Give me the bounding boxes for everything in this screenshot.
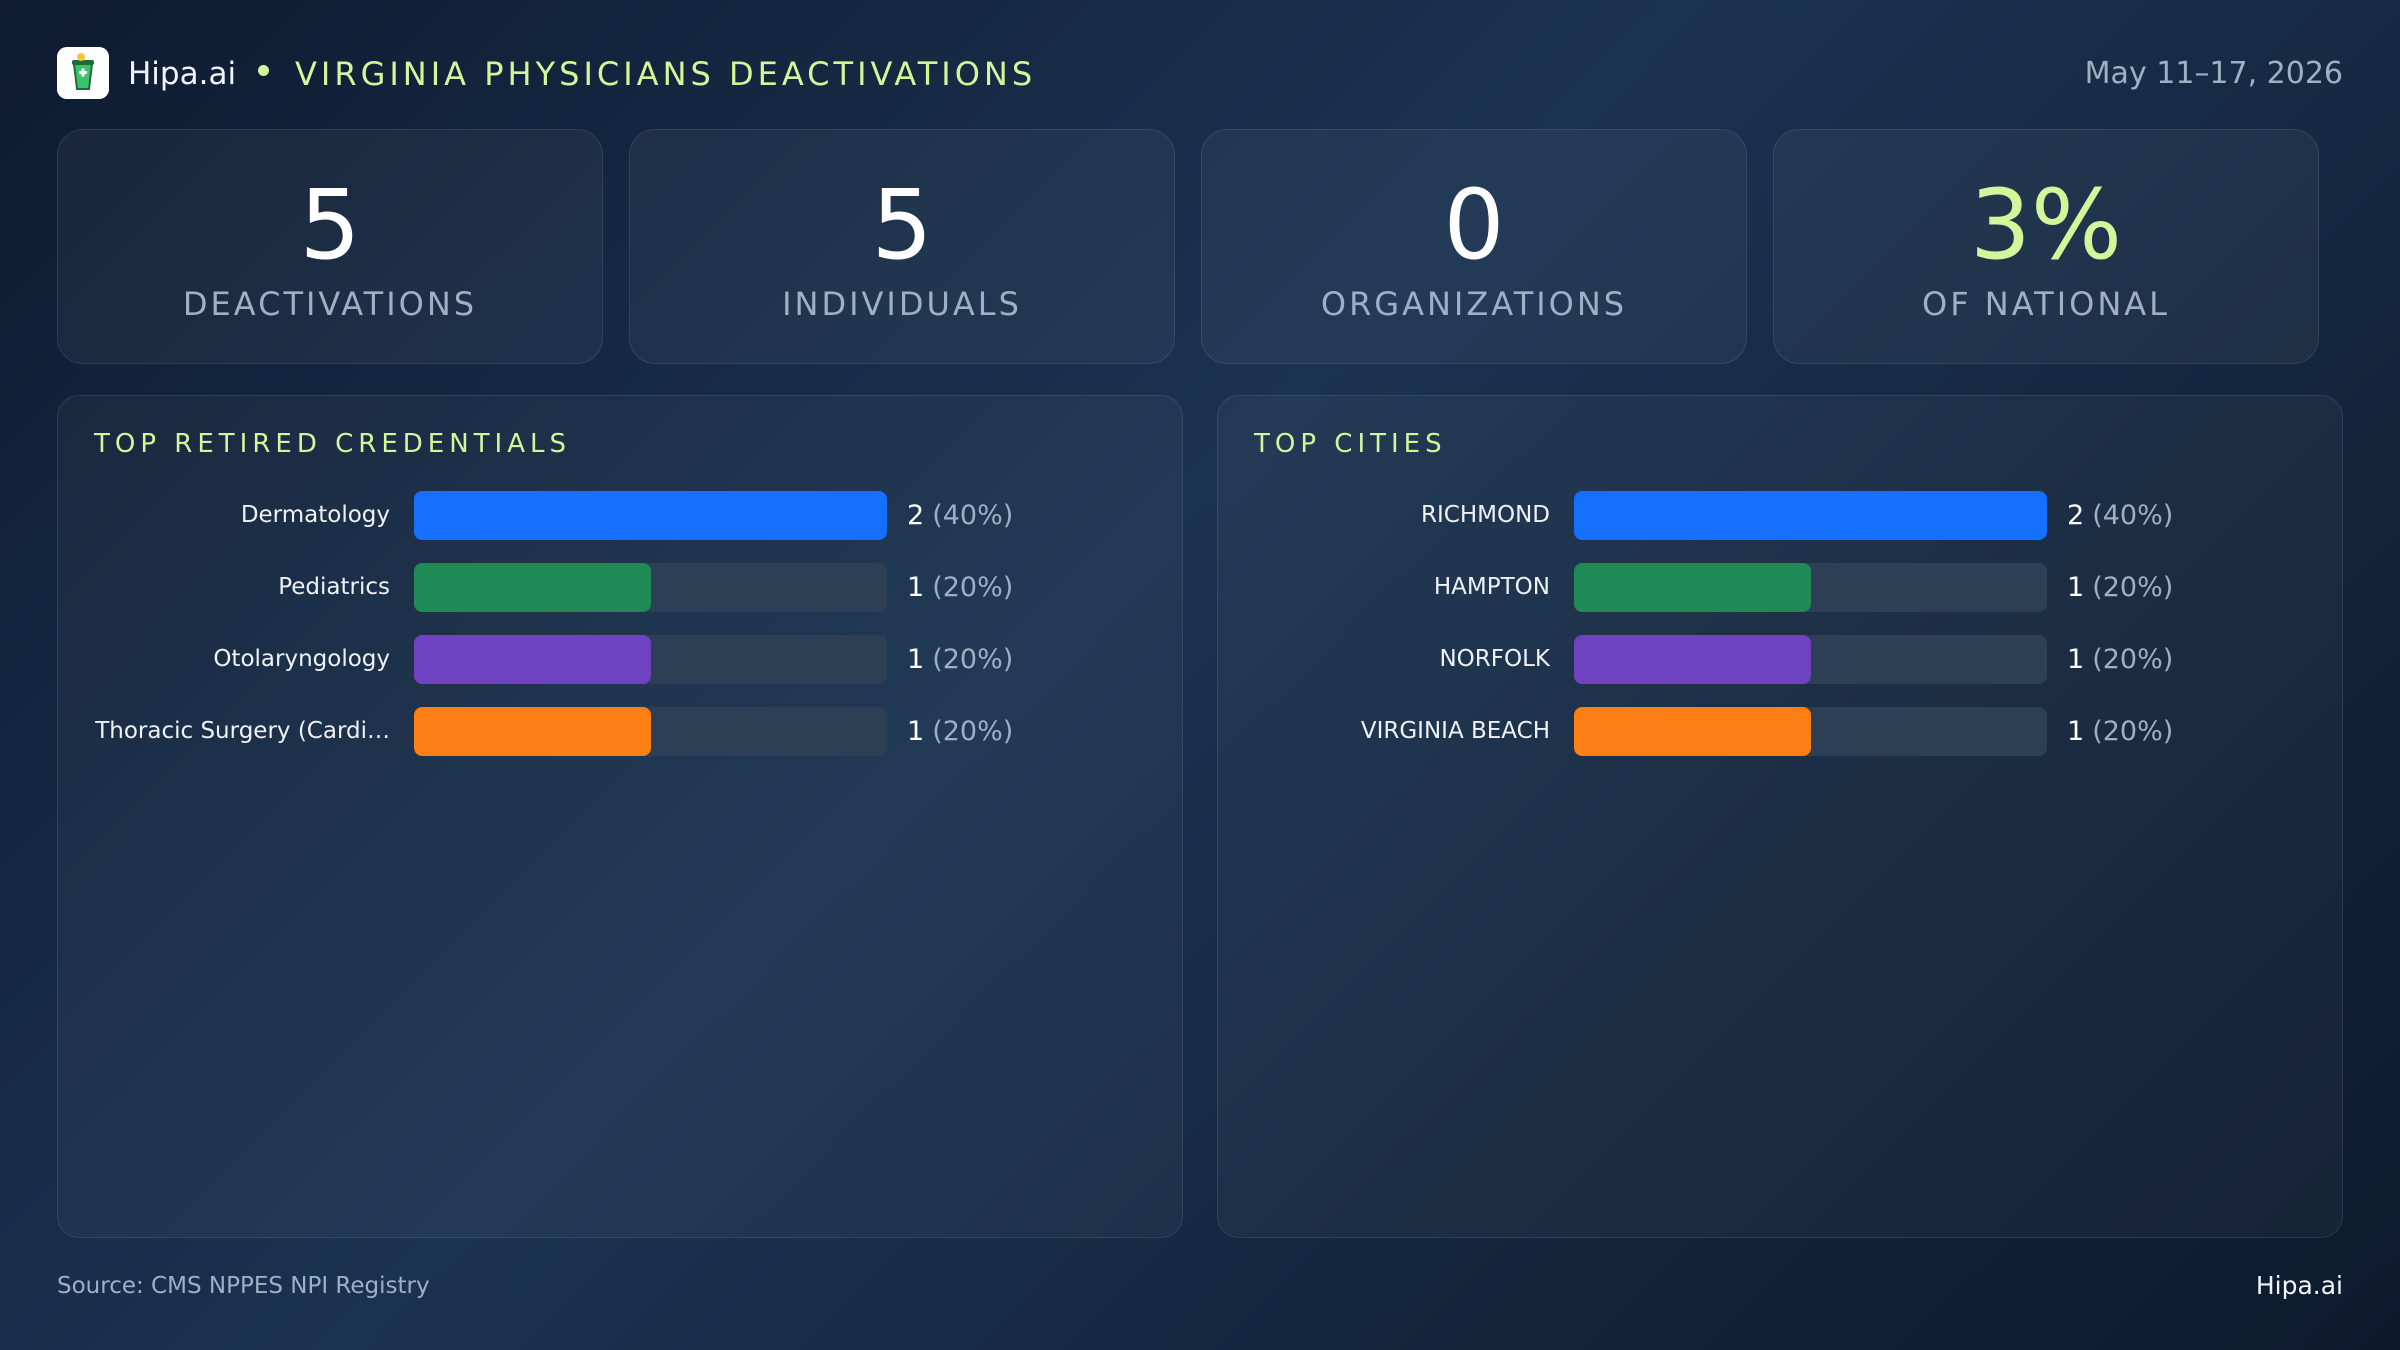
bar-value-group: 1 (20%)	[2067, 635, 2173, 684]
panel: TOP CITIES RICHMOND 2 (40%) HAMPTON 1 (20%) NOR…	[1217, 395, 2343, 1238]
bar-share: (20%)	[2092, 572, 2174, 603]
stat-value: 0	[1443, 169, 1505, 281]
bar	[414, 635, 651, 684]
logo	[57, 47, 109, 99]
bar-share: (20%)	[932, 572, 1014, 603]
stat-card: 5 INDIVIDUALS	[629, 129, 1175, 364]
bar-value-group: 2 (40%)	[907, 491, 1013, 540]
bar-value: 2	[907, 500, 925, 531]
bar-share: (20%)	[932, 716, 1014, 747]
separator-dot	[258, 65, 269, 76]
bar-label: HAMPTON	[1433, 574, 1550, 600]
footer-brand: Hipa.ai	[2255, 1271, 2343, 1300]
bar-value: 1	[907, 716, 925, 747]
brand: Hipa.ai	[128, 56, 237, 92]
bar-value-group: 1 (20%)	[2067, 563, 2173, 612]
stat-label: INDIVIDUALS	[782, 285, 1022, 323]
bar-value-group: 1 (20%)	[907, 707, 1013, 756]
stat-value: 5	[871, 169, 933, 281]
bar-track	[414, 491, 887, 540]
panel-title: TOP CITIES	[1254, 429, 1447, 459]
page-title: VIRGINIA PHYSICIANS DEACTIVATIONS	[295, 55, 1037, 93]
bar-value-group: 1 (20%)	[2067, 707, 2173, 756]
bar-track	[414, 635, 887, 684]
stat-card: 5 DEACTIVATIONS	[57, 129, 603, 364]
bar-share: (40%)	[932, 500, 1014, 531]
bar	[414, 563, 651, 612]
bar-share: (20%)	[2092, 716, 2174, 747]
stat-card: 0 ORGANIZATIONS	[1201, 129, 1747, 364]
bar-label: Otolaryngology	[213, 646, 390, 672]
bar-share: (20%)	[2092, 644, 2174, 675]
stat-card: 3% OF NATIONAL	[1773, 129, 2319, 364]
bar-value: 1	[2067, 644, 2085, 675]
source: Source: CMS NPPES NPI Registry	[57, 1273, 430, 1299]
panel: TOP RETIRED CREDENTIALS Dermatology 2 (40%)…	[57, 395, 1183, 1238]
stat-value: 5	[299, 169, 361, 281]
bar-track	[1574, 491, 2047, 540]
bar-value: 1	[2067, 716, 2085, 747]
bar-track	[1574, 635, 2047, 684]
bar-share: (20%)	[932, 644, 1014, 675]
stat-label: ORGANIZATIONS	[1320, 285, 1628, 323]
bar-label: Pediatrics	[278, 574, 390, 600]
bar-track	[414, 563, 887, 612]
bar-label: Thoracic Surgery (Cardi…	[95, 718, 390, 744]
bar-value: 1	[2067, 572, 2085, 603]
bar-value: 1	[907, 572, 925, 603]
bar-label: NORFOLK	[1439, 646, 1550, 672]
bar	[1574, 491, 2047, 540]
bar-value: 2	[2067, 500, 2085, 531]
stat-label: OF NATIONAL	[1922, 285, 2170, 323]
bar	[414, 491, 887, 540]
bar-value: 1	[907, 644, 925, 675]
bar	[1574, 635, 1811, 684]
bar-label: Dermatology	[240, 502, 390, 528]
bar	[1574, 707, 1811, 756]
stat-label: DEACTIVATIONS	[182, 285, 478, 323]
bar-track	[1574, 707, 2047, 756]
bar-share: (40%)	[2092, 500, 2174, 531]
bar	[1574, 563, 1811, 612]
bar	[414, 707, 651, 756]
date-range: May 11–17, 2026	[2084, 56, 2343, 91]
bar-value-group: 2 (40%)	[2067, 491, 2173, 540]
bar-value-group: 1 (20%)	[907, 563, 1013, 612]
bar-label: VIRGINIA BEACH	[1360, 718, 1550, 744]
stat-value: 3%	[1969, 169, 2123, 281]
bar-track	[414, 707, 887, 756]
panel-title: TOP RETIRED CREDENTIALS	[94, 429, 571, 459]
bar-track	[1574, 563, 2047, 612]
bar-value-group: 1 (20%)	[907, 635, 1013, 684]
bar-label: RICHMOND	[1421, 502, 1550, 528]
